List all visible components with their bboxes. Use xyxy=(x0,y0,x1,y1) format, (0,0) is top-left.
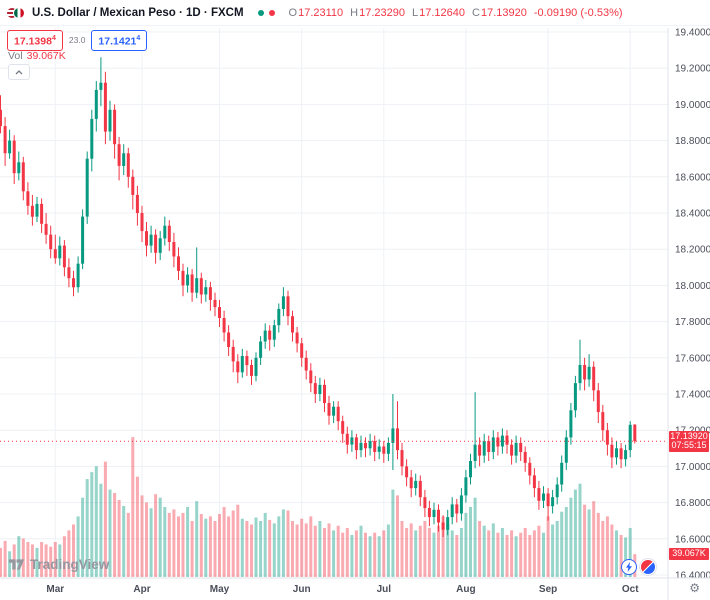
last-price-value: 17.13920 xyxy=(670,430,708,441)
svg-text:19.20000: 19.20000 xyxy=(675,64,710,75)
svg-text:Oct: Oct xyxy=(622,584,639,595)
open-label: O xyxy=(288,6,298,19)
change-value: -0.09190 (-0.53%) xyxy=(533,6,623,19)
svg-text:Sep: Sep xyxy=(539,584,557,595)
floating-trade-buttons xyxy=(621,559,656,575)
chevron-up-icon xyxy=(15,69,23,74)
instant-order-button[interactable] xyxy=(621,559,637,575)
ohlc-readout: O17.23110 H17.23290 L17.12640 C17.13920 … xyxy=(289,7,623,19)
low-label: L xyxy=(412,6,419,19)
low-value: 17.12640 xyxy=(419,6,466,19)
volume-label: Vol xyxy=(8,50,23,62)
svg-text:17.00000: 17.00000 xyxy=(675,462,710,473)
status-dots xyxy=(257,9,275,16)
svg-text:17.40000: 17.40000 xyxy=(675,390,710,401)
svg-text:16.80000: 16.80000 xyxy=(675,498,710,509)
svg-text:Mar: Mar xyxy=(46,584,64,595)
bid-ask-row: 17.13984 23.0 17.14214 xyxy=(7,30,148,51)
symbol-pair-icon xyxy=(6,6,26,20)
svg-text:18.20000: 18.20000 xyxy=(675,245,710,256)
last-price-axis-tag: 17.13920 07:55:15 xyxy=(669,430,709,452)
svg-text:19.00000: 19.00000 xyxy=(675,100,710,111)
svg-text:17.80000: 17.80000 xyxy=(675,317,710,328)
svg-text:Jun: Jun xyxy=(293,584,311,595)
volume-legend: Vol 39.067K xyxy=(8,50,66,62)
sell-bid-button[interactable]: 17.13984 xyxy=(7,30,63,51)
svg-text:Jul: Jul xyxy=(377,584,392,595)
volume-axis-tag: 39.067K xyxy=(669,548,709,560)
svg-text:18.80000: 18.80000 xyxy=(675,136,710,147)
market-status-dot-icon xyxy=(257,9,264,16)
volume-value: 39.067K xyxy=(26,50,66,62)
svg-text:16.40000: 16.40000 xyxy=(675,571,710,582)
mxn-flag-icon xyxy=(13,6,25,19)
bar-countdown: 07:55:15 xyxy=(671,440,707,451)
svg-text:18.00000: 18.00000 xyxy=(675,281,710,292)
svg-text:May: May xyxy=(210,584,230,595)
svg-text:18.60000: 18.60000 xyxy=(675,172,710,183)
tradingview-watermark-text: TradingView xyxy=(30,556,110,572)
svg-text:Apr: Apr xyxy=(133,584,150,595)
lightning-bolt-icon xyxy=(626,562,632,572)
axis-settings-gear-icon[interactable]: ⚙ xyxy=(689,581,700,595)
high-label: H xyxy=(350,6,359,19)
svg-text:18.40000: 18.40000 xyxy=(675,209,710,220)
symbol-title[interactable]: U.S. Dollar / Mexican Peso · 1D · FXCM xyxy=(32,6,244,19)
close-label: C xyxy=(472,6,480,19)
high-value: 17.23290 xyxy=(359,6,406,19)
close-value: 17.13920 xyxy=(480,6,527,19)
svg-text:16.60000: 16.60000 xyxy=(675,534,710,545)
spread-value: 23.0 xyxy=(68,35,86,46)
legend-collapse-button[interactable] xyxy=(8,64,30,80)
volume-axis-value: 39.067K xyxy=(672,548,706,559)
svg-text:Aug: Aug xyxy=(456,584,475,595)
buy-ask-button[interactable]: 17.14214 xyxy=(91,30,148,51)
broker-button[interactable] xyxy=(640,559,656,575)
svg-text:17.60000: 17.60000 xyxy=(675,353,710,364)
svg-text:19.40000: 19.40000 xyxy=(675,28,710,39)
tradingview-logo-icon xyxy=(8,559,25,570)
alert-dot-icon xyxy=(268,9,275,16)
tradingview-watermark[interactable]: TradingView xyxy=(8,556,109,572)
chart-header: U.S. Dollar / Mexican Peso · 1D · FXCM O… xyxy=(0,0,710,26)
open-value: 17.23110 xyxy=(298,6,344,19)
